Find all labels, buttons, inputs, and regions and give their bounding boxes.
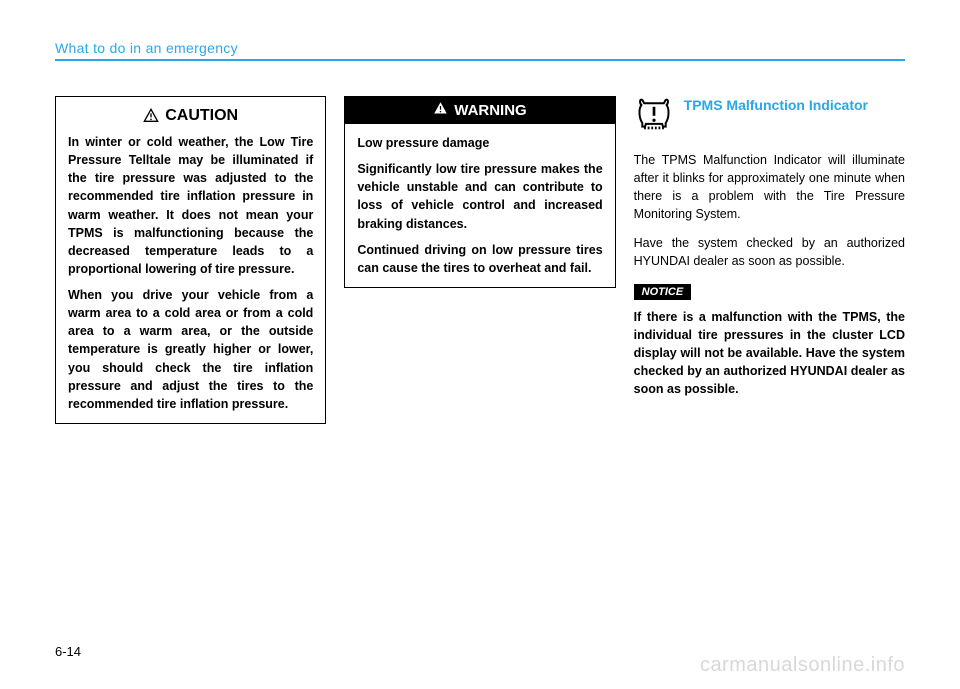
warning-box: WARNING Low pressure damage Significantl…	[344, 96, 615, 288]
notice-body: If there is a malfunction with the TPMS,…	[634, 308, 905, 399]
page-header: What to do in an emergency	[55, 40, 905, 61]
caution-body: In winter or cold weather, the Low Tire …	[68, 133, 313, 413]
caution-box: CAUTION In winter or cold weather, the L…	[55, 96, 326, 424]
column-3: TPMS Malfunction Indicator The TPMS Malf…	[634, 96, 905, 424]
warning-triangle-icon	[433, 101, 448, 120]
caution-label: CAUTION	[165, 107, 238, 125]
warning-body: Low pressure damage Significantly low ti…	[345, 124, 614, 287]
tpms-indicator-icon	[634, 96, 674, 137]
notice-tag: NOTICE	[634, 284, 692, 300]
caution-paragraph: In winter or cold weather, the Low Tire …	[68, 133, 313, 278]
content-columns: CAUTION In winter or cold weather, the L…	[55, 96, 905, 424]
warning-paragraph: Significantly low tire pressure makes th…	[357, 160, 602, 233]
page-number: 6-14	[55, 644, 81, 659]
caution-triangle-icon	[143, 107, 159, 125]
tpms-title: TPMS Malfunction Indicator	[684, 96, 868, 137]
warning-lead: Low pressure damage	[357, 134, 602, 152]
caution-paragraph: When you drive your vehicle from a warm …	[68, 286, 313, 413]
section-title: What to do in an emergency	[55, 40, 905, 56]
warning-label: WARNING	[454, 102, 527, 119]
warning-paragraph: Continued driving on low pressure tires …	[357, 241, 602, 277]
tpms-paragraph: The TPMS Malfunction Indicator will illu…	[634, 151, 905, 224]
column-2: WARNING Low pressure damage Significantl…	[344, 96, 615, 424]
tpms-body: The TPMS Malfunction Indicator will illu…	[634, 151, 905, 270]
tpms-header: TPMS Malfunction Indicator	[634, 96, 905, 137]
column-1: CAUTION In winter or cold weather, the L…	[55, 96, 326, 424]
warning-title-bar: WARNING	[345, 97, 614, 124]
watermark: carmanualsonline.info	[700, 654, 905, 677]
caution-title-bar: CAUTION	[68, 107, 313, 125]
tpms-paragraph: Have the system checked by an authorized…	[634, 234, 905, 270]
notice-text: If there is a malfunction with the TPMS,…	[634, 308, 905, 399]
